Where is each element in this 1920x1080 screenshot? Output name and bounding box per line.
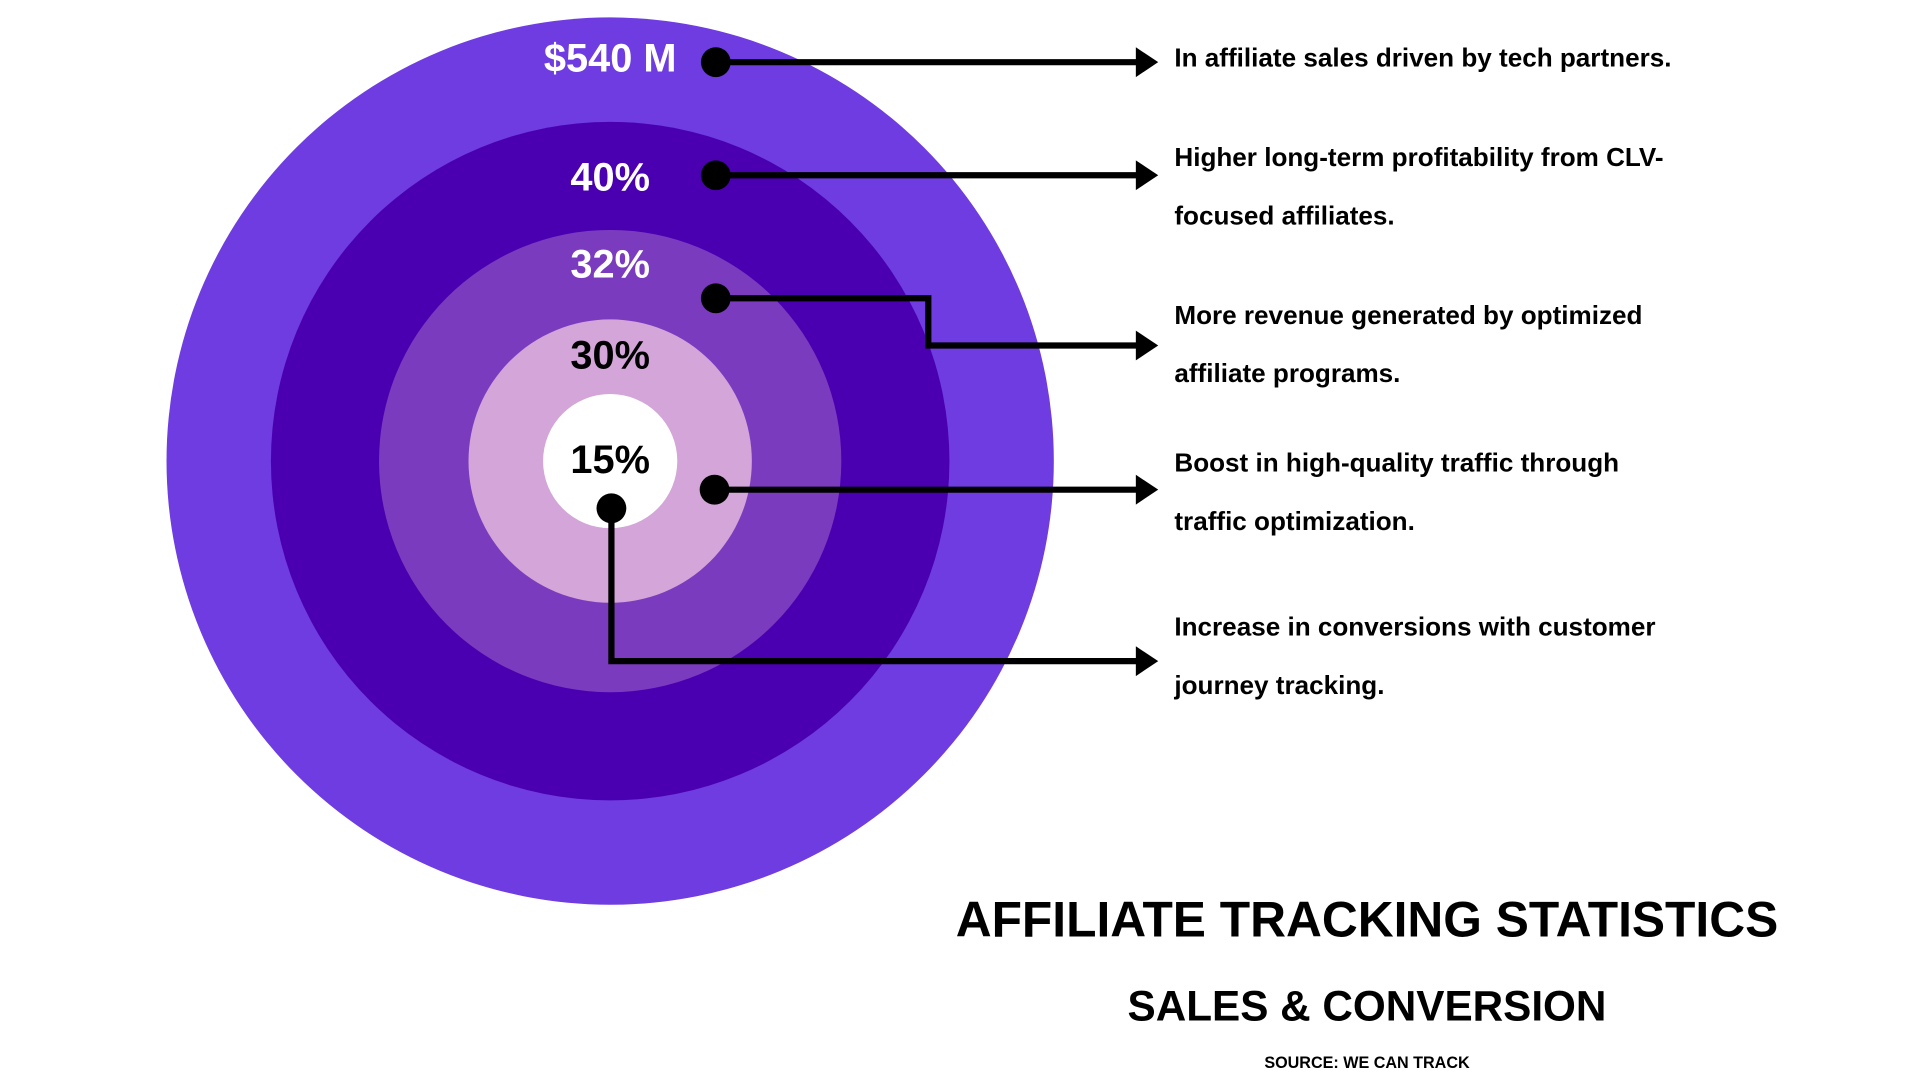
stat-description: traffic optimization. bbox=[1174, 506, 1415, 536]
title: AFFILIATE TRACKING STATISTICS bbox=[956, 892, 1779, 948]
stat-value: 30% bbox=[570, 333, 650, 377]
ring-inner bbox=[543, 393, 678, 529]
stat-description: Higher long-term profitability from CLV- bbox=[1174, 142, 1663, 172]
stat-description: More revenue generated by optimized bbox=[1174, 300, 1642, 330]
source: SOURCE: WE CAN TRACK bbox=[1264, 1054, 1470, 1072]
stat-description: focused affiliates. bbox=[1174, 200, 1394, 230]
connectors bbox=[596, 47, 1159, 677]
stat-description: Boost in high-quality traffic through bbox=[1174, 448, 1619, 478]
stat-description: In affiliate sales driven by tech partne… bbox=[1174, 43, 1671, 73]
subtitle: SALES & CONVERSION bbox=[1128, 982, 1607, 1029]
stat-value: 32% bbox=[570, 243, 650, 287]
stat-value: $540 M bbox=[544, 36, 677, 80]
stat-value: 15% bbox=[570, 438, 650, 482]
stat-value: 40% bbox=[570, 156, 650, 200]
stat-description: Increase in conversions with customer bbox=[1174, 612, 1655, 642]
stat-description: journey tracking. bbox=[1173, 670, 1384, 700]
stat-description: affiliate programs. bbox=[1174, 358, 1400, 388]
